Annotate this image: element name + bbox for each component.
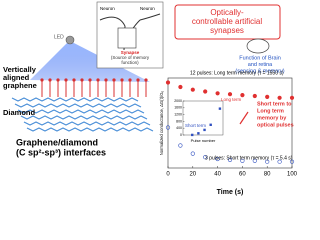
brain-icon [246,38,270,54]
headline-box [174,4,281,40]
headline: controllable artificial [192,17,262,26]
graphene-atom [56,78,60,82]
callout: Long term [257,108,284,114]
x-tick-label: 80 [264,172,271,178]
inset-y-tick-label: 2000 [174,99,182,103]
data-point [265,159,270,164]
inset-y-tick-label: 800 [176,119,182,123]
inset-y-tick-label: 400 [176,126,182,130]
interface-label: (C sp²-sp³) interfaces [16,147,106,157]
synapse-label: function) [121,60,139,65]
neuron-box [96,1,164,69]
x-tick-label: 100 [287,172,298,178]
brain-label: (sensing & memory) [235,68,284,74]
diamond-label: Diamond [3,108,36,117]
data-point [265,94,270,99]
brain-label: and retina [248,62,273,68]
inset-point [191,133,194,137]
x-tick-label: 60 [239,172,246,178]
graphene-atom [128,78,132,82]
graphene-label: graphene [3,81,37,90]
callout: memory by [257,115,287,121]
graphene-atom [104,78,108,82]
led-icon [65,35,75,45]
x-tick-label: 0 [166,172,170,178]
graphene-atom [80,78,84,82]
data-point [178,143,183,148]
data-point [190,87,195,92]
inset-point [203,128,206,132]
graphene-atom [64,78,68,82]
data-point [252,158,257,163]
graphene-atom [40,78,44,82]
diamond-lattice [20,115,148,120]
annotation: 12 pulses: Long term memory (τ = 1550 s) [190,70,284,76]
headline: synapses [210,26,244,35]
graphene-label: aligned [3,73,30,82]
data-point [277,95,282,100]
interface-label: Graphene/diamond [16,137,98,147]
data-point [203,89,208,94]
graphene-atom [88,78,92,82]
annotation: 3 pulses: Short term memory (τ = 5.4 s) [205,155,293,161]
inset-annotation: Short term [185,123,206,128]
inset-x-label: Pulse number [191,138,216,143]
synapse-label: Synapse [121,50,140,55]
led-label: LED [54,34,64,40]
data-point [289,159,295,164]
graphene-atom [112,78,116,82]
callout: Short term to [257,101,292,107]
data-point [165,80,171,85]
diamond-lattice [23,121,151,126]
graphene-atom [48,78,52,82]
graphene-label: Vertically [3,65,37,74]
graphene-atom [144,78,148,82]
diamond-lattice [26,127,154,132]
data-point [215,156,220,162]
inset-annotation: Long term [221,97,242,102]
y-axis-label: Normalized conductance, ΔG(t)/G₀ [159,90,164,155]
diamond-lattice [14,103,142,108]
data-point [240,92,245,98]
inset-point [197,132,200,135]
synapse-detail [117,27,137,49]
inset-point [218,107,222,110]
brain-label: Function of Brain [239,55,281,61]
graphene-atom [96,78,100,82]
synapse-label: (Source of memory [111,55,150,60]
graphene-atom [120,78,124,82]
diamond-lattice [17,109,145,114]
light-beam [30,42,150,82]
inset-point [209,123,212,126]
inset-y-tick-label: 1200 [174,113,182,117]
data-point [165,125,171,130]
inset-y-tick-label: 0 [180,133,182,137]
headline: Optically- [210,8,244,17]
inset-y-tick-label: 1600 [174,106,182,110]
x-axis-label: Time (s) [217,189,244,196]
inset-frame [182,100,224,136]
data-point [190,151,195,156]
diamond-lattice [11,97,139,102]
neuron-label: Neuron [140,6,155,11]
x-tick-label: 40 [214,172,221,178]
graphene-atom [72,78,76,82]
neuron-label: Neuron [100,6,115,11]
data-point [277,159,282,164]
data-point [227,157,233,162]
arrow [239,111,249,125]
data-point [203,155,208,160]
data-point [215,91,220,96]
data-point [178,84,183,90]
data-point [240,158,245,163]
data-point [252,93,257,99]
x-tick-label: 20 [189,172,196,178]
data-point [289,95,295,100]
callout: optical pulses [257,122,294,128]
data-point [227,92,233,97]
graphene-atom [136,78,140,82]
